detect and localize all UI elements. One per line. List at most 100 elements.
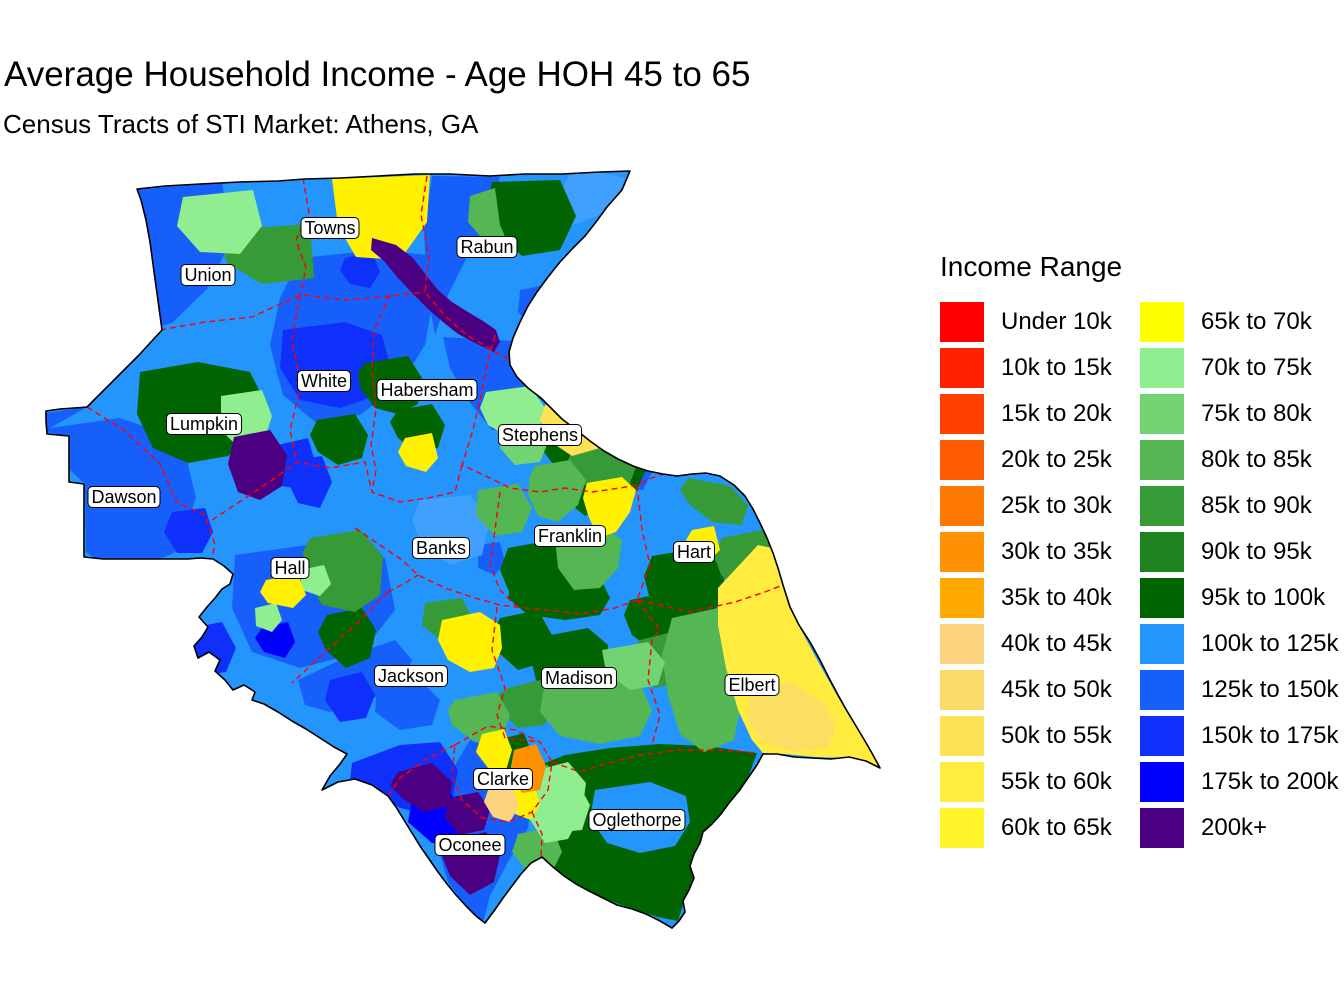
legend-row: 200k+ (1140, 808, 1338, 848)
legend-swatch (940, 578, 984, 618)
legend-label: 95k to 100k (1201, 584, 1326, 611)
legend-swatch (940, 394, 984, 434)
legend-row: 50k to 55k (940, 716, 1112, 756)
legend-label: Under 10k (1001, 308, 1112, 335)
county-label-elbert: Elbert (724, 674, 780, 696)
legend-swatch (1140, 808, 1184, 848)
census-tract (680, 478, 748, 525)
legend-row: 70k to 75k (1140, 348, 1338, 388)
legend-column-low: Under 10k 10k to 15k 15k to 20k 20k to 25k 2… (940, 302, 1112, 854)
census-tract (260, 574, 306, 608)
legend-swatch (940, 670, 984, 710)
legend-label: 10k to 15k (1001, 354, 1112, 381)
legend-column-high: 65k to 70k 70k to 75k 75k to 80k 80k to 85k… (1140, 302, 1338, 854)
census-tract (325, 672, 375, 722)
legend-swatch (940, 532, 984, 572)
legend-swatch (940, 302, 984, 342)
legend-swatch (940, 716, 984, 756)
legend-row: 10k to 15k (940, 348, 1112, 388)
county-label-white: White (296, 370, 352, 392)
county-label-clarke: Clarke (472, 768, 534, 790)
legend-label: 80k to 85k (1201, 446, 1312, 473)
legend-label: 65k to 70k (1201, 308, 1312, 335)
legend-label: 85k to 90k (1201, 492, 1312, 519)
page-subtitle: Census Tracts of STI Market: Athens, GA (3, 109, 479, 139)
legend-label: 40k to 45k (1001, 630, 1112, 657)
legend-row: 150k to 175k (1140, 716, 1338, 756)
legend-swatch (940, 762, 984, 802)
county-label-stephens: Stephens (497, 424, 583, 446)
census-tract (448, 692, 510, 742)
census-tract (540, 674, 652, 744)
legend-label: 20k to 25k (1001, 446, 1112, 473)
legend-row: 40k to 45k (940, 624, 1112, 664)
page-title: Average Household Income - Age HOH 45 to… (4, 55, 751, 94)
census-tract (47, 435, 68, 468)
legend-label: 50k to 55k (1001, 722, 1112, 749)
legend-label: 70k to 75k (1201, 354, 1312, 381)
census-tract (492, 610, 552, 670)
census-tract (332, 175, 430, 260)
legend-swatch (1140, 302, 1184, 342)
census-tract (476, 729, 512, 770)
legend-row: 175k to 200k (1140, 762, 1338, 802)
county-label-lumpkin: Lumpkin (165, 413, 243, 435)
legend-row: 45k to 50k (940, 670, 1112, 710)
legend-swatch (940, 348, 984, 388)
census-tract (528, 460, 586, 522)
legend-swatch (1140, 578, 1184, 618)
census-tract (255, 603, 282, 632)
legend-swatch (940, 486, 984, 526)
county-label-hart: Hart (672, 541, 716, 563)
census-tract (177, 190, 262, 254)
census-tract (476, 484, 532, 536)
census-tract (255, 622, 295, 658)
legend-swatch (1140, 670, 1184, 710)
legend-row: 90k to 95k (1140, 532, 1338, 572)
census-tract (484, 784, 519, 822)
census-tract (602, 642, 665, 690)
legend-label: 60k to 65k (1001, 814, 1112, 841)
market-region-outline (45, 170, 881, 929)
county-label-union: Union (180, 264, 236, 286)
census-tract (748, 682, 836, 752)
county-label-dawson: Dawson (87, 486, 161, 508)
legend-swatch (940, 808, 984, 848)
legend-label: 30k to 35k (1001, 538, 1112, 565)
legend-row: Under 10k (940, 302, 1112, 342)
legend-row: 125k to 150k (1140, 670, 1338, 710)
legend-row: 15k to 20k (940, 394, 1112, 434)
legend-row: 65k to 70k (1140, 302, 1338, 342)
county-label-towns: Towns (300, 217, 360, 239)
legend-label: 100k to 125k (1201, 630, 1339, 657)
county-label-madison: Madison (540, 667, 618, 689)
legend-row: 55k to 60k (940, 762, 1112, 802)
census-tract (546, 783, 590, 832)
legend-swatch (940, 624, 984, 664)
legend-label: 45k to 50k (1001, 676, 1112, 703)
legend-label: 75k to 80k (1201, 400, 1312, 427)
county-label-banks: Banks (411, 537, 471, 559)
county-label-habersham: Habersham (376, 379, 478, 401)
county-label-rabun: Rabun (456, 236, 518, 258)
legend-label: 15k to 20k (1001, 400, 1112, 427)
legend-row: 80k to 85k (1140, 440, 1338, 480)
legend-row: 20k to 25k (940, 440, 1112, 480)
legend-swatch (940, 440, 984, 480)
county-label-jackson: Jackson (373, 665, 449, 687)
legend-title: Income Range (940, 251, 1123, 282)
legend-label: 175k to 200k (1201, 768, 1339, 795)
legend-label: 125k to 150k (1201, 676, 1339, 703)
census-tract (390, 763, 452, 812)
census-tract (498, 680, 552, 728)
county-label-franklin: Franklin (533, 525, 607, 547)
census-tract (287, 456, 332, 508)
legend-label: 55k to 60k (1001, 768, 1112, 795)
census-tract (438, 612, 502, 672)
legend-label: 25k to 30k (1001, 492, 1112, 519)
legend-label: 150k to 175k (1201, 722, 1339, 749)
legend-swatch (1140, 762, 1184, 802)
legend-row: 95k to 100k (1140, 578, 1338, 618)
county-label-hall: Hall (270, 557, 310, 579)
